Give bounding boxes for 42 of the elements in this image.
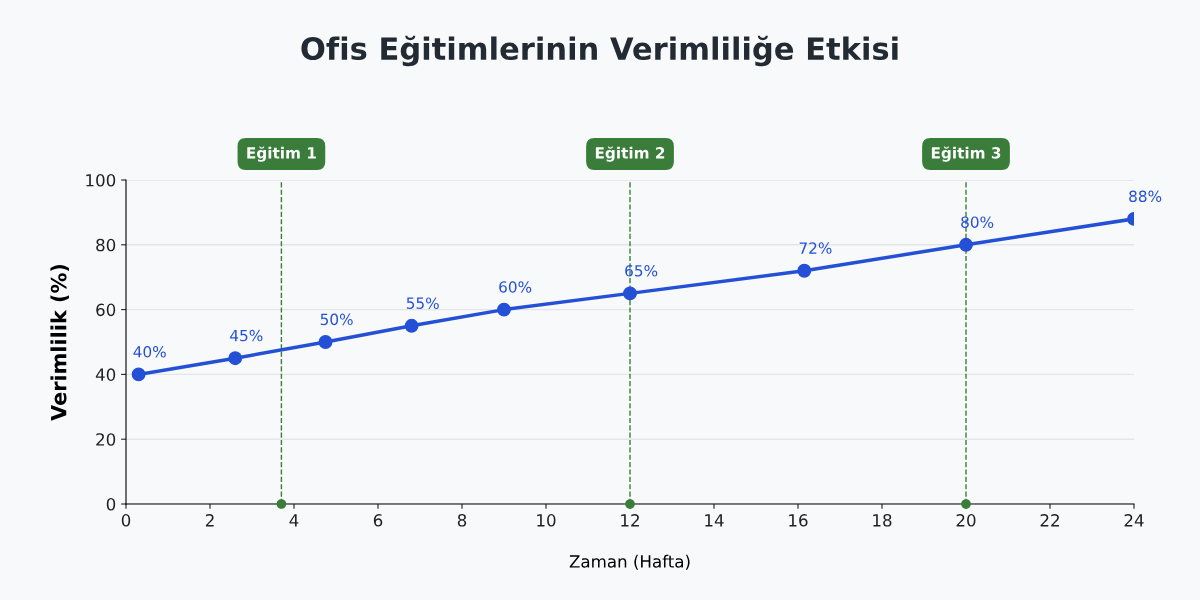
y-tick-label: 40 [95, 368, 116, 381]
data-label: 65% [625, 264, 658, 277]
ref-line-label: Eğitim 3 [931, 146, 1001, 162]
x-tick-label: 2 [205, 514, 214, 527]
y-tick-label: 100 [86, 173, 116, 187]
x-tick-label: 20 [956, 514, 976, 527]
point [318, 335, 333, 349]
point [228, 351, 243, 366]
x-tick-label: 10 [537, 514, 556, 527]
point [404, 318, 419, 333]
y-tick-label: 60 [96, 303, 116, 317]
data-label: 60% [499, 281, 532, 293]
x-tick-label: 16 [789, 514, 808, 527]
data-label: 55% [406, 297, 439, 309]
x-tick-label: 0 [121, 514, 131, 527]
x-tick-label: 22 [1040, 514, 1059, 527]
x-tick-label: 12 [621, 514, 639, 527]
data-label: 45% [230, 329, 263, 342]
x-tick-label: 18 [873, 514, 892, 527]
data-label: 80% [961, 216, 994, 228]
x-tick-label: 8 [457, 514, 467, 527]
y-axis-title: Verimlilik (%) [50, 264, 69, 421]
chart-title: Ofis Eğitimlerinin Verimliliğe Etkisi [301, 35, 898, 67]
x-tick-label: 24 [1124, 514, 1144, 527]
data-label: 40% [133, 345, 166, 358]
x-tick-label: 14 [705, 514, 724, 527]
data-label: 50% [320, 313, 353, 326]
ref-line-label: Eğitim 2 [595, 146, 665, 162]
ref-line-label: Eğitim 1 [247, 146, 316, 162]
y-tick-label: 0 [106, 497, 116, 511]
data-label: 88% [1129, 190, 1162, 203]
point [497, 302, 511, 317]
y-tick-label: 20 [96, 433, 116, 446]
x-tick-label: 4 [289, 514, 299, 527]
point [797, 263, 812, 278]
x-tick-label: 6 [373, 514, 383, 527]
x-axis-title: Zaman (Hafta) [569, 554, 690, 570]
point [623, 286, 637, 301]
point [131, 367, 146, 382]
y-tick-label: 80 [96, 238, 116, 252]
point [959, 237, 973, 252]
data-label: 72% [799, 242, 832, 254]
